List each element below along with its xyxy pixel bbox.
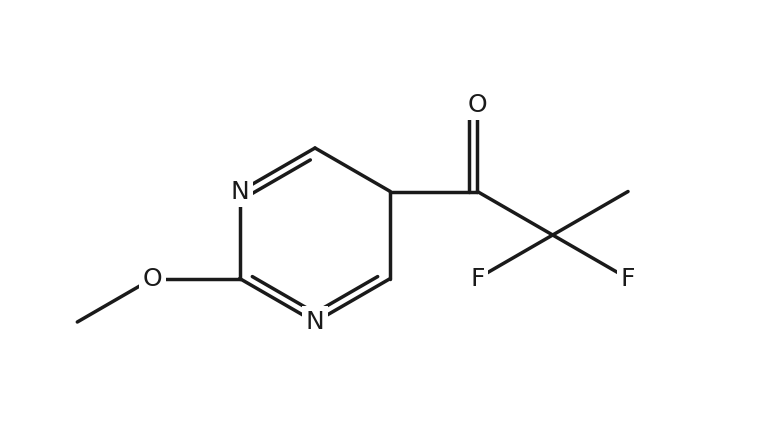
Text: F: F	[621, 267, 636, 291]
Text: F: F	[470, 267, 484, 291]
Text: N: N	[306, 310, 324, 334]
Text: O: O	[467, 92, 487, 116]
Text: N: N	[230, 179, 249, 203]
Text: O: O	[143, 267, 162, 291]
